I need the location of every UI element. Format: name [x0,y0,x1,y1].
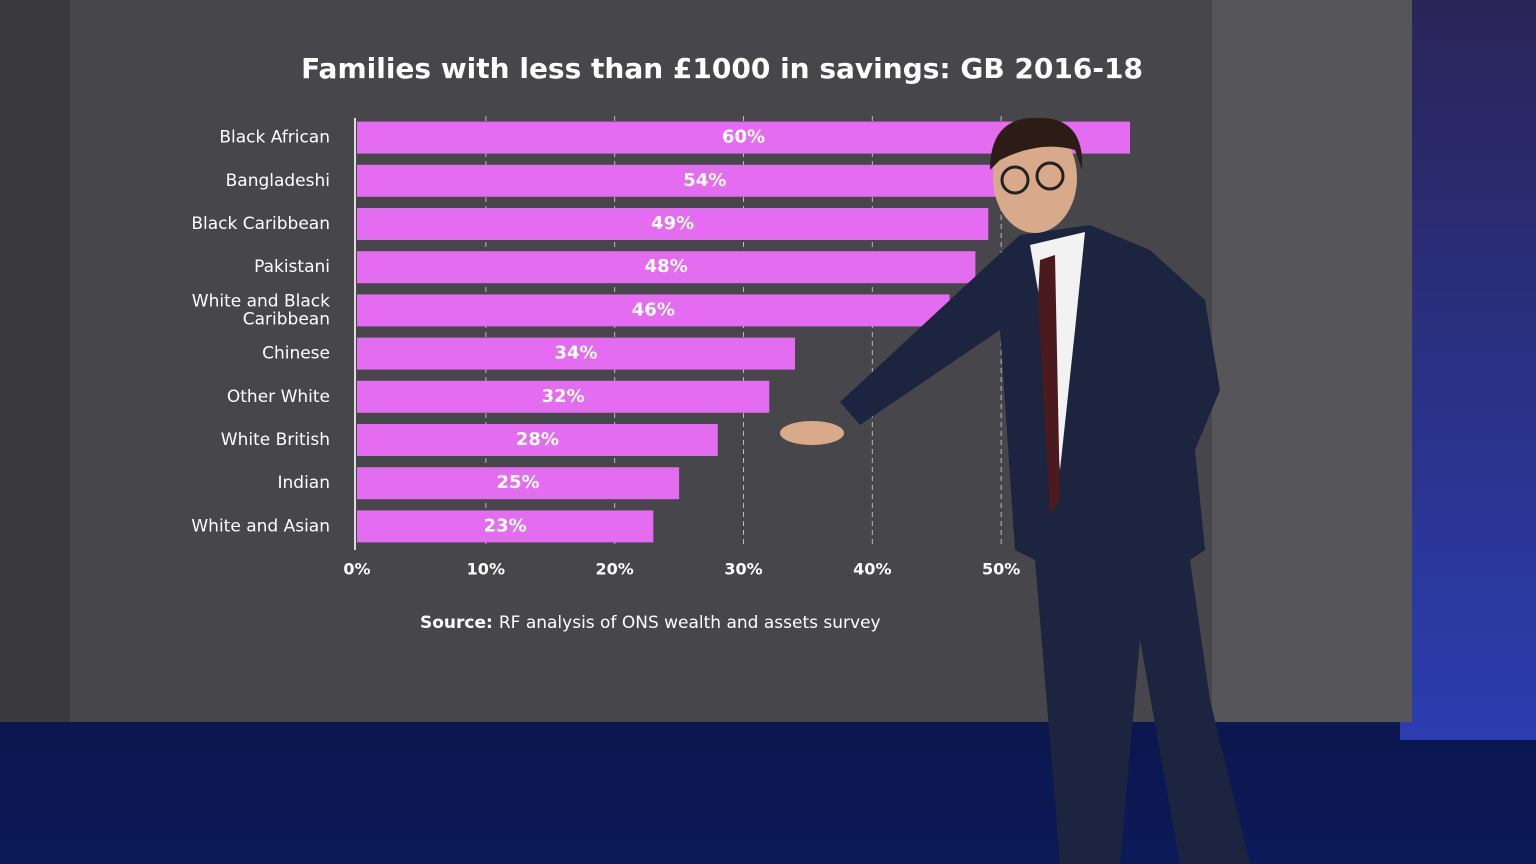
value-label: 23% [484,515,527,536]
x-tick-label: 0% [343,560,370,579]
y-tick-label: Chinese [262,344,330,364]
y-tick-label: White and Asian [191,516,330,536]
x-tick-label: 50% [982,560,1020,579]
bar [357,164,1053,197]
glasses [1000,165,1030,195]
source: Source: RF analysis of ONS wealth and ass… [420,613,881,633]
bar [357,337,796,370]
chart-title: Families with less than £1000 in savings… [301,52,1143,85]
hand [780,421,844,445]
source-label: Source: [420,613,493,633]
value-label: 60% [722,127,765,148]
bar [357,294,950,327]
y-tick-label: Pakistani [254,257,330,277]
wall-panel [1212,0,1412,722]
x-tick-label: 20% [596,560,634,579]
y-tick-label: Black African [219,128,330,148]
side-screen [1400,0,1536,740]
value-label: 46% [632,299,675,320]
x-tick-label: 30% [724,560,762,579]
x-tick-label: 10% [467,560,505,579]
value-label: 32% [542,386,585,407]
y-tick-label: White British [221,430,330,450]
suit [840,225,1250,864]
value-label: 49% [651,213,694,234]
hair [990,117,1083,170]
chart: 0% 10% 20% 30% 40% 50% Black African 60% Banglad… [191,116,1130,579]
value-label: 54% [683,170,726,191]
bar [357,251,976,284]
bar [357,510,654,543]
bar [357,467,680,500]
bar [357,380,770,413]
wall-panel [0,0,70,722]
y-tick-label: White and Black Caribbean [192,291,330,329]
y-tick-label: Other White [227,387,330,407]
bar [357,424,718,456]
value-label: 34% [554,343,597,364]
presenter [780,117,1250,864]
bar [357,208,989,240]
x-tick-label: 40% [853,560,891,579]
value-label: 48% [645,256,688,277]
value-label: 25% [496,472,539,493]
y-tick-label: Bangladeshi [226,171,330,191]
tie [1038,255,1060,515]
source-text: RF analysis of ONS wealth and assets sur… [499,613,881,633]
y-tick-label: Black Caribbean [191,214,330,234]
value-label: 28% [516,429,559,450]
y-tick-label: Indian [278,473,331,493]
glasses [1035,161,1065,191]
